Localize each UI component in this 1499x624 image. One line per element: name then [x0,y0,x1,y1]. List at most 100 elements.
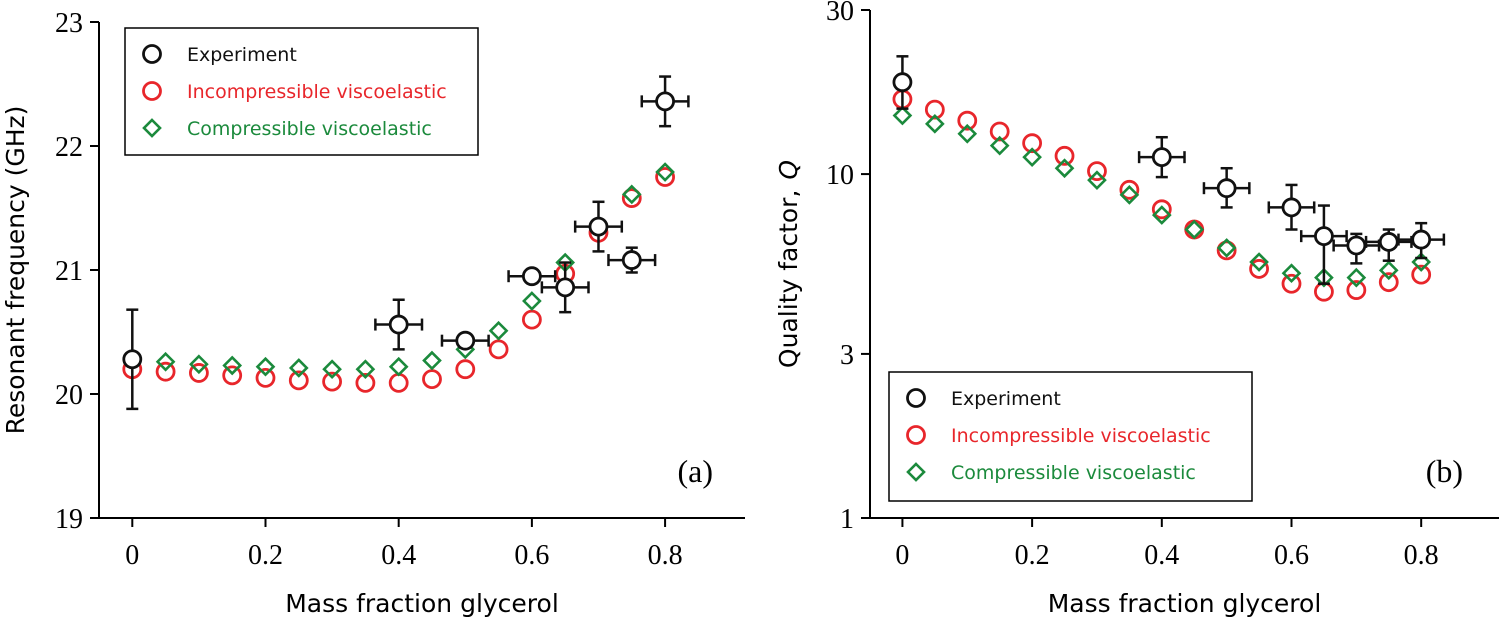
panel-label: (b) [1426,453,1463,489]
incompressible-point [1022,133,1043,154]
experiment-point [655,91,675,112]
compressible-point [388,356,409,377]
x-axis-title: Mass fraction glycerol [1048,589,1322,618]
compressible-point [1378,260,1399,281]
y-axis-title: Resonant frequency (GHz) [1,106,30,435]
y-tick-label: 10 [826,160,854,191]
compressible-point [925,113,945,134]
experiment-point [555,277,576,298]
incompressible-point [1216,240,1237,261]
compressible-point [1314,267,1334,288]
incompressible-point [1119,179,1140,200]
legend-label-experiment: Experiment [187,44,297,66]
incompressible-point [288,370,309,391]
compressible-point [1249,252,1269,272]
experiment-point [122,349,143,370]
compressible-point [1054,158,1075,179]
legend-label-experiment: Experiment [951,388,1061,410]
legend-marker-experiment [142,44,162,64]
compressible-point [422,350,442,371]
compressible-point [1022,147,1042,167]
x-tick-label: 0 [895,540,909,571]
compressible-point [892,105,913,126]
incompressible-point [455,359,476,380]
x-tick-label: 0.6 [1274,540,1309,571]
incompressible-point [155,361,176,382]
experiment-point [388,314,409,335]
y-tick-label: 21 [55,256,83,287]
compressible-point [1346,267,1367,288]
y-tick-label: 1 [840,504,854,535]
incompressible-point [388,372,409,393]
y-tick-label: 22 [55,132,83,163]
experiment-point [1216,178,1237,199]
legend-marker-incompressible [906,425,926,445]
legend-marker-compressible [906,462,926,482]
compressible-point [1216,238,1237,258]
experiment-point [588,216,609,237]
compressible-point [522,291,542,311]
compressible-point [1119,185,1140,205]
legend-marker-incompressible [142,81,162,101]
compressible-point [655,162,675,182]
incompressible-point [1151,199,1172,220]
incompressible-point [1087,161,1107,182]
x-tick-label: 0.2 [1015,540,1050,571]
x-tick-label: 0.2 [248,540,283,571]
experiment-point [1346,235,1367,256]
incompressible-point [621,188,642,208]
compressible-point [1151,205,1172,225]
compressible-point [288,358,309,378]
incompressible-point [1346,280,1367,300]
incompressible-point [1249,259,1269,279]
incompressible-point [655,167,675,187]
incompressible-point [1054,145,1075,166]
y-tick-label: 3 [840,340,854,371]
x-tick-label: 0.8 [1404,540,1439,571]
legend-label-incompressible: Incompressible viscoelastic [187,81,447,103]
incompressible-point [924,99,945,120]
compressible-point [957,123,978,144]
experiment-point [1281,197,1302,218]
x-tick-label: 0.4 [1144,540,1179,571]
compressible-point [488,320,509,341]
incompressible-point [1281,273,1302,294]
compressible-point [1411,252,1432,272]
incompressible-point [1411,264,1432,285]
incompressible-point [488,339,509,360]
legend-box [888,371,1253,502]
compressible-point [1087,170,1107,191]
y-tick-label: 20 [55,380,83,411]
compressible-point [222,355,243,376]
x-tick-label: 0.6 [514,540,549,571]
incompressible-point [1184,219,1205,240]
y-tick-label: 30 [826,0,854,27]
legend-label-compressible: Compressible viscoelastic [951,462,1196,484]
x-tick-label: 0 [125,540,139,571]
incompressible-point [222,365,243,386]
experiment-point [1151,147,1172,168]
compressible-point [355,359,376,380]
x-tick-label: 0.8 [648,540,683,571]
y-axis-title-symbol: Q [774,160,803,180]
compressible-point [1281,263,1302,284]
compressible-point [255,356,276,377]
legend: Experiment Incompressible viscoelastic Com… [124,27,479,156]
compressible-point [322,359,342,380]
compressible-point [189,354,209,375]
x-axis-title: Mass fraction glycerol [285,589,559,618]
compressible-point [155,351,176,372]
panel-a: 19 20 21 22 23 0 0.2 0.4 0.6 0.8 Mass fraction gly… [1,8,745,618]
compressible-point [989,135,1010,156]
legend-marker-compressible [142,118,162,138]
incompressible-point [1378,272,1399,293]
legend: Experiment Incompressible viscoelastic Com… [888,371,1253,502]
experiment-point [521,266,542,287]
incompressible-point [322,371,342,392]
experiment-point [1411,229,1432,250]
legend-marker-experiment [906,388,926,408]
incompressible-point [255,367,276,388]
experiment-point [892,72,913,93]
legend-label-compressible: Compressible viscoelastic [187,118,432,140]
